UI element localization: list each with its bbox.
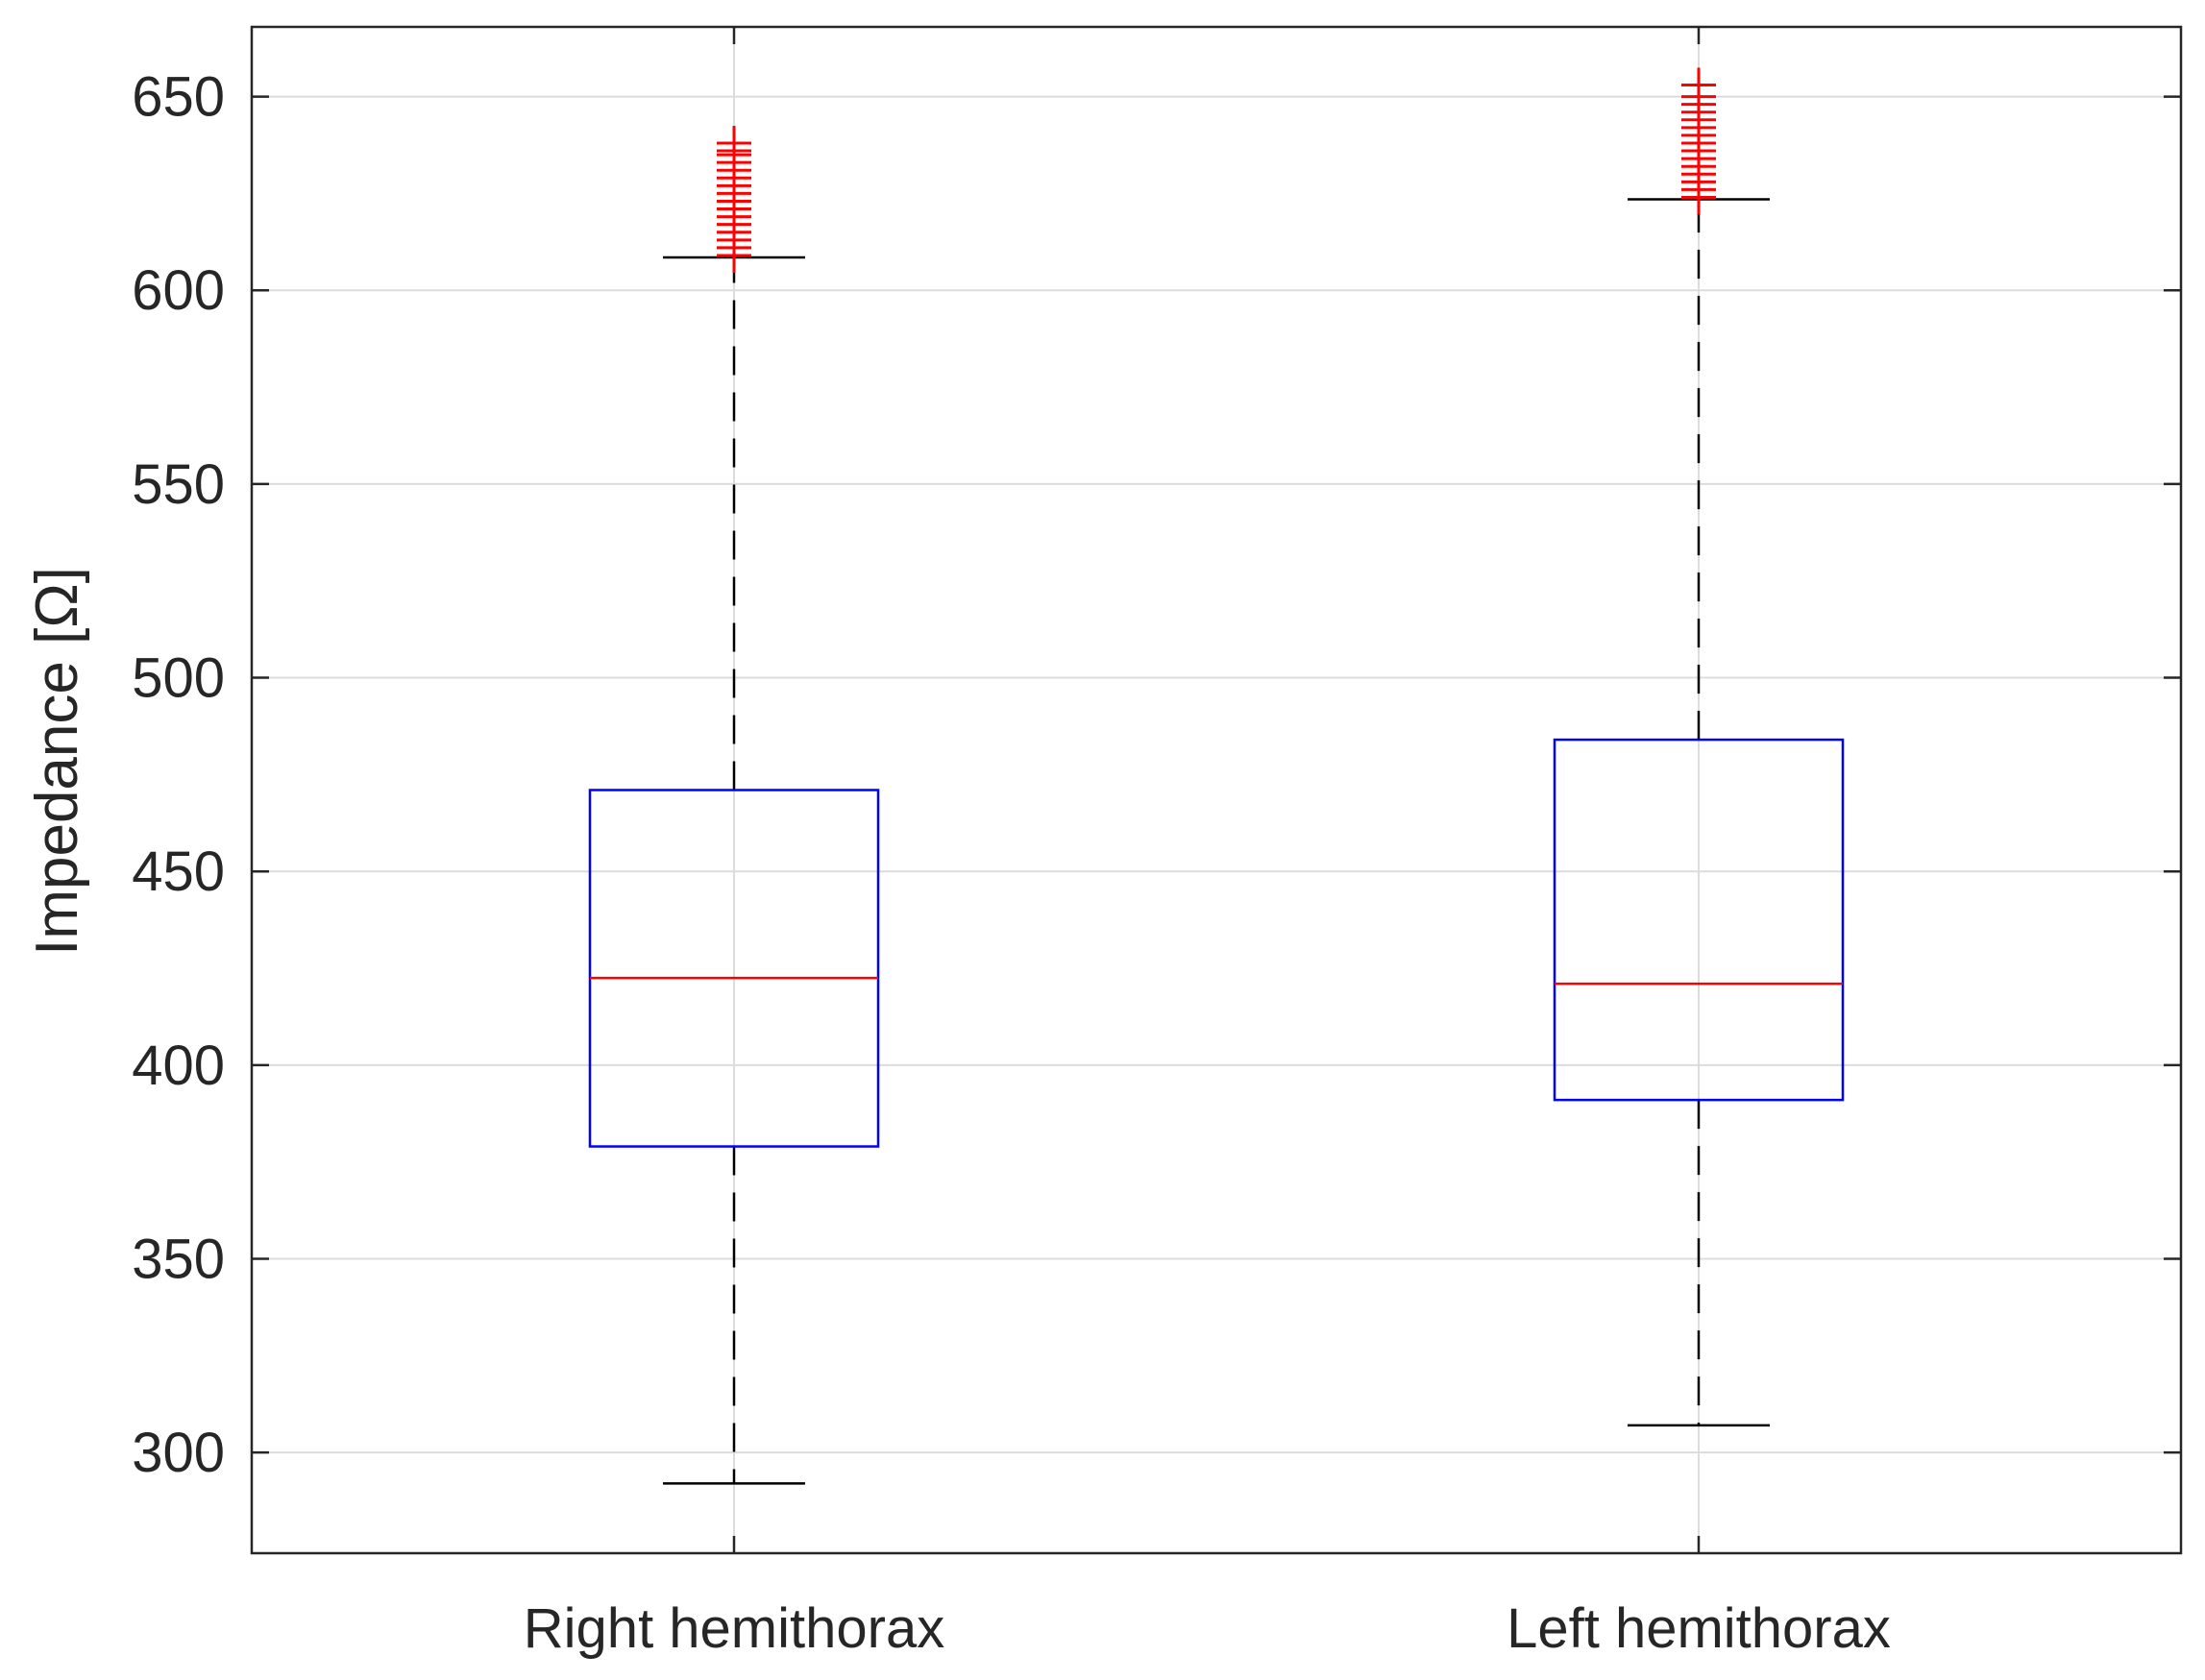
x-tick-label: Left hemithorax <box>1507 1597 1891 1660</box>
box-plots <box>588 67 1845 1485</box>
y-tick-label: 300 <box>132 1422 225 1484</box>
y-tick-label: 600 <box>132 259 225 322</box>
axis-ticks <box>252 27 2181 1553</box>
y-tick-label: 450 <box>132 840 225 903</box>
grid-lines <box>252 27 2181 1553</box>
axes-frame <box>250 25 2183 1555</box>
y-tick-label: 350 <box>132 1228 225 1290</box>
box-group-right-hemithorax <box>588 125 880 1485</box>
y-tick-label: 500 <box>132 647 225 710</box>
y-tick-label: 650 <box>132 66 225 129</box>
x-tick-labels: Right hemithorax Left hemithorax <box>524 1597 1891 1660</box>
y-tick-label: 400 <box>132 1035 225 1097</box>
iqr-box <box>1553 738 1845 1102</box>
x-tick-label: Right hemithorax <box>524 1597 944 1660</box>
y-tick-label: 550 <box>132 453 225 516</box>
box-group-left-hemithorax <box>1553 67 1845 1427</box>
iqr-box <box>588 789 880 1148</box>
y-tick-labels: 300 350 400 450 500 550 600 650 <box>132 66 225 1485</box>
y-axis-title: Impedance [Ω] <box>24 567 90 956</box>
